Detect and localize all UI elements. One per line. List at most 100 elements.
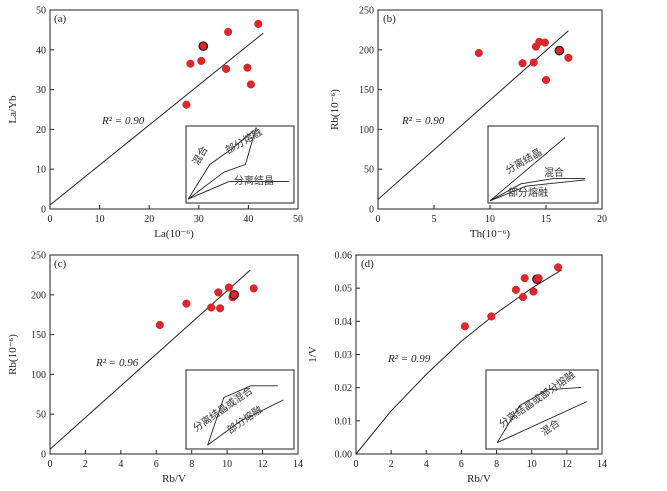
y-tick-label: 0: [41, 205, 46, 216]
x-tick-label: 0: [48, 214, 53, 225]
x-tick-label: 20: [144, 214, 154, 225]
x-tick-label: 10: [527, 459, 537, 470]
data-point: [564, 53, 573, 62]
y-tick-label: 200: [31, 290, 46, 301]
inset-label: 部分熔融: [508, 186, 548, 199]
data-point: [541, 75, 551, 85]
inset-curve: [496, 386, 582, 443]
x-tick-label: 6: [154, 459, 159, 470]
data-point: [243, 63, 252, 72]
data-point: [249, 284, 258, 293]
r-squared-label: R² = 0.90: [401, 115, 445, 127]
y-tick-label: 0.00: [335, 450, 353, 461]
panel-b: 0 5 10 15 20050100150200250Th(10⁻⁶)Rb(10⁻⁶)(…: [329, 6, 607, 241]
x-tick-label: 12: [258, 459, 268, 470]
x-tick-label: 0: [354, 459, 359, 470]
x-tick-label: 30: [194, 214, 204, 225]
inset-curve: [187, 127, 257, 200]
r-squared-label: R² = 0.99: [387, 353, 431, 365]
x-tick-label: 5: [432, 214, 437, 225]
inset-frame: [485, 369, 599, 450]
panel-c: 0 2 4 6 8 10 12 14 0 50 100 150 200 250 Rb/V Rb(10⁻⁶) (c…: [7, 251, 303, 486]
y-axis-label: Rb(10⁻⁶): [7, 334, 19, 375]
x-tick-label: 20: [597, 214, 607, 225]
panel-label: (a): [54, 13, 67, 25]
inset-curve: [497, 401, 587, 444]
inset-frame: [487, 125, 599, 204]
x-tick-label: 10: [95, 214, 105, 225]
x-axis-label: La(10⁻⁶): [154, 228, 194, 240]
data-point: [229, 289, 240, 300]
y-tick-label: 150: [359, 85, 374, 96]
data-point: [207, 303, 216, 312]
inset-label: 混合: [544, 166, 564, 179]
data-point: [246, 80, 255, 89]
data-point: [511, 285, 520, 294]
inset-frame: [185, 125, 295, 204]
inset-curve: [490, 179, 585, 202]
y-tick-label: 0.04: [335, 317, 353, 328]
data-point: [155, 320, 164, 330]
y-tick-label: 20: [36, 125, 46, 136]
inset-label: 分离结晶: [234, 174, 274, 187]
y-tick-label: 100: [31, 370, 46, 381]
y-tick-label: 0.02: [335, 383, 353, 394]
inset-curve: [188, 180, 289, 200]
trend-line: [49, 269, 251, 450]
data-point: [224, 283, 233, 292]
y-axis-label: La/Yb: [7, 95, 19, 124]
y-tick-label: 100: [359, 125, 374, 136]
data-point: [518, 59, 527, 68]
panel-a: 0 10 20 30 40 50 0 10 20 30 40 50 La(10⁻⁶) La/Yb (a) R²…: [7, 6, 303, 241]
x-tick-label: 0: [376, 214, 381, 225]
y-tick-label: 0: [369, 205, 374, 216]
inset-curve: [207, 399, 284, 446]
y-axis-label: 1/V: [307, 346, 319, 363]
inset-curve: [207, 385, 278, 446]
inset-frame: [185, 369, 295, 450]
x-tick-label: 14: [293, 459, 303, 470]
y-tick-label: 0.06: [335, 251, 353, 262]
x-axis-label: Rb/V: [467, 473, 491, 485]
data-point: [460, 322, 469, 331]
data-point: [216, 304, 225, 313]
data-point: [534, 274, 543, 283]
data-point: [554, 45, 565, 56]
x-tick-label: 8: [189, 459, 194, 470]
y-tick-label: 50: [36, 6, 46, 17]
r-squared-label: R² = 0.96: [95, 357, 139, 369]
data-point: [182, 299, 191, 308]
x-tick-label: 10: [485, 214, 495, 225]
data-point: [540, 38, 549, 47]
x-tick-label: 2: [389, 459, 394, 470]
inset-curve: [489, 177, 585, 202]
data-point: [518, 293, 527, 302]
data-point: [222, 64, 231, 73]
data-point: [197, 56, 206, 65]
data-point: [474, 48, 483, 58]
y-tick-label: 0.01: [335, 416, 353, 427]
x-tick-label: 4: [118, 459, 123, 470]
panel-label: (c): [54, 258, 67, 270]
x-tick-label: 8: [494, 459, 499, 470]
data-point: [529, 58, 538, 67]
x-tick-label: 40: [243, 214, 253, 225]
data-point: [214, 288, 223, 297]
y-tick-label: 0.03: [335, 350, 353, 361]
data-point: [487, 312, 496, 321]
panel-label: (b): [383, 13, 396, 25]
data-point: [186, 59, 195, 68]
x-tick-label: 0: [48, 459, 53, 470]
y-tick-label: 30: [36, 85, 46, 96]
data-point: [529, 287, 538, 296]
inset-curve: [187, 131, 254, 200]
x-tick-label: 50: [293, 214, 303, 225]
r-squared-label: R² = 0.90: [101, 115, 145, 127]
x-tick-label: 15: [541, 214, 551, 225]
data-point: [198, 41, 209, 52]
inset-curve: [489, 137, 566, 202]
